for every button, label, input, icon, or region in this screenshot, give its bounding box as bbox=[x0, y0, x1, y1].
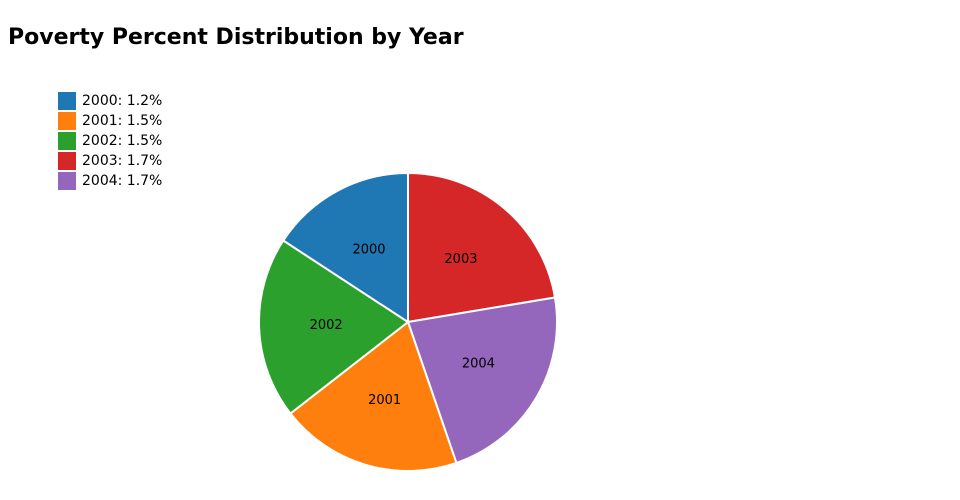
legend-label: 2002: 1.5% bbox=[82, 133, 162, 149]
chart-title: Poverty Percent Distribution by Year bbox=[8, 25, 464, 50]
legend-swatch bbox=[58, 132, 76, 150]
legend-label: 2003: 1.7% bbox=[82, 153, 162, 169]
slice-label: 2003 bbox=[444, 252, 477, 267]
legend-label: 2001: 1.5% bbox=[82, 113, 162, 129]
pie-slice bbox=[407, 171, 557, 324]
legend-label: 2000: 1.2% bbox=[82, 93, 162, 109]
legend-swatch bbox=[58, 92, 76, 110]
slice-label: 2002 bbox=[310, 318, 343, 333]
legend-swatch bbox=[58, 172, 76, 190]
slice-label: 2000 bbox=[352, 242, 385, 257]
legend-swatch bbox=[58, 152, 76, 170]
legend-swatch bbox=[58, 112, 76, 130]
legend-label: 2004: 1.7% bbox=[82, 173, 162, 189]
slice-label: 2001 bbox=[368, 393, 401, 408]
pie-slice bbox=[281, 171, 409, 324]
pie-slice bbox=[289, 320, 458, 472]
pie-slice bbox=[258, 239, 410, 415]
pie-slice bbox=[406, 296, 558, 465]
slice-label: 2004 bbox=[462, 356, 495, 371]
